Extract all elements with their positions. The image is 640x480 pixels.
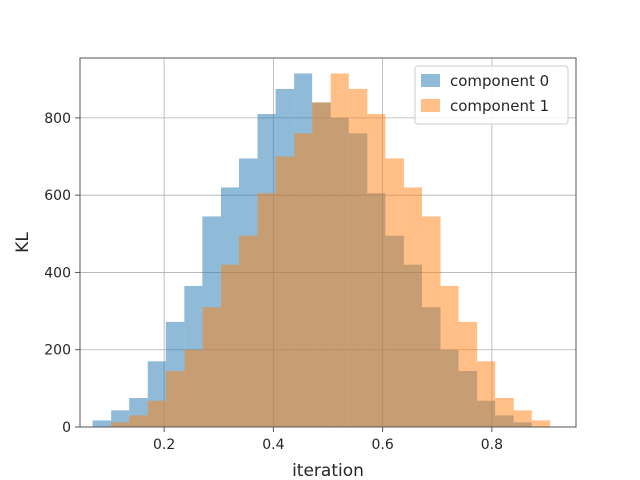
- histogram-bar-series-1: [312, 102, 331, 427]
- x-tick-label: 0.4: [262, 437, 284, 453]
- histogram-bar-series-1: [184, 349, 203, 427]
- histogram-bar-series-1: [421, 216, 441, 427]
- plot-frame: [79, 57, 577, 428]
- legend: component 0 component 1: [414, 65, 569, 125]
- histogram-bar-series-1: [367, 114, 386, 427]
- histogram-bar-series-1: [477, 361, 496, 427]
- histogram-bar-series-1: [165, 370, 185, 427]
- axis-ticks: 0.2 0.4 0.6 0.8 0 200 400 600 800: [44, 111, 503, 453]
- histogram-bar-series-1: [111, 422, 130, 427]
- histogram-bar-series-1: [531, 420, 551, 427]
- y-tick-label: 0: [62, 420, 71, 436]
- y-tick-label: 600: [44, 188, 71, 204]
- histogram-bar-series-1: [458, 321, 478, 427]
- x-tick-label: 0.6: [371, 437, 393, 453]
- legend-box: [414, 65, 569, 125]
- histogram-bar-series-1: [147, 400, 166, 427]
- histogram-bar-series-1: [257, 193, 276, 427]
- histogram-bar-series-1: [385, 158, 404, 427]
- histogram-bar-series-1: [403, 187, 422, 427]
- y-tick-label: 200: [44, 343, 71, 359]
- legend-label-0: component 0: [450, 72, 549, 90]
- histogram-bar-series-1: [495, 398, 514, 427]
- histogram-bar-series-1: [129, 415, 148, 427]
- histogram-bar-series-1: [348, 88, 368, 427]
- histogram-bar-series-1: [294, 133, 313, 427]
- x-tick-label: 0.2: [153, 437, 175, 453]
- legend-label-1: component 1: [450, 97, 549, 115]
- histogram-bar-series-1: [202, 307, 221, 427]
- y-axis-label: KL: [13, 232, 33, 253]
- histogram-bar-series-1: [220, 264, 239, 427]
- legend-swatch-0: [421, 74, 440, 87]
- y-tick-label: 800: [44, 111, 71, 127]
- histogram-bar-series-0: [92, 420, 112, 427]
- x-axis-label: iteration: [292, 461, 364, 480]
- histogram-bar-series-1: [275, 156, 295, 427]
- x-tick-label: 0.8: [481, 437, 503, 453]
- histogram-bar-series-1: [330, 73, 349, 427]
- histogram-bar-series-1: [238, 235, 258, 427]
- bars: [92, 73, 551, 428]
- legend-swatch-1: [421, 99, 440, 112]
- histogram-bar-series-1: [440, 285, 459, 427]
- histogram-bar-series-1: [513, 410, 532, 427]
- y-tick-label: 400: [44, 265, 71, 281]
